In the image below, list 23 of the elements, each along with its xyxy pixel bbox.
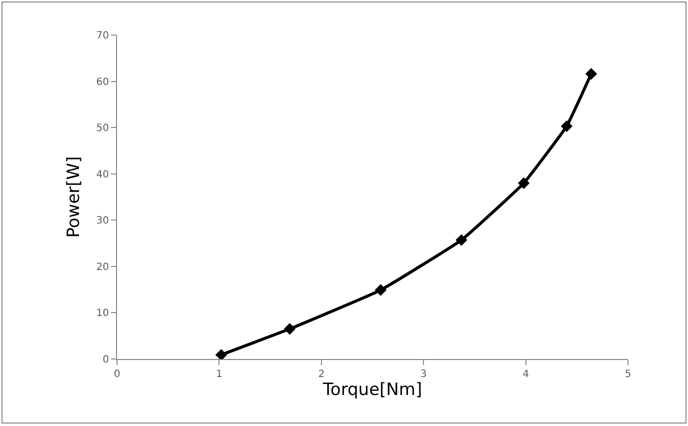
- x-tick-label: 2: [318, 369, 325, 380]
- y-tick-label: 10: [96, 308, 109, 320]
- y-tick-label: 50: [96, 123, 109, 134]
- point: [518, 177, 530, 189]
- point: [284, 323, 296, 335]
- x-tick-label: 0: [114, 369, 120, 380]
- x-tick-label: 4: [522, 369, 529, 380]
- y-tick-label: 70: [96, 30, 109, 42]
- point: [456, 234, 468, 246]
- x-tick-label: 1: [216, 369, 222, 380]
- y-tick-label: 30: [96, 216, 109, 227]
- y-tick-label: 20: [96, 262, 109, 273]
- y-tick-label: 60: [96, 76, 109, 88]
- x-tick-label: 5: [624, 369, 632, 380]
- y-tick-label: 40: [96, 169, 109, 180]
- x-tick-label: 3: [420, 369, 427, 380]
- y-axis-title: Power[W]: [64, 156, 84, 238]
- point: [374, 284, 387, 296]
- y-tick-label: 0: [102, 354, 109, 366]
- x-axis-title: Torque[Nm]: [322, 380, 422, 400]
- point: [215, 348, 228, 359]
- point: [585, 68, 598, 80]
- point: [560, 120, 573, 132]
